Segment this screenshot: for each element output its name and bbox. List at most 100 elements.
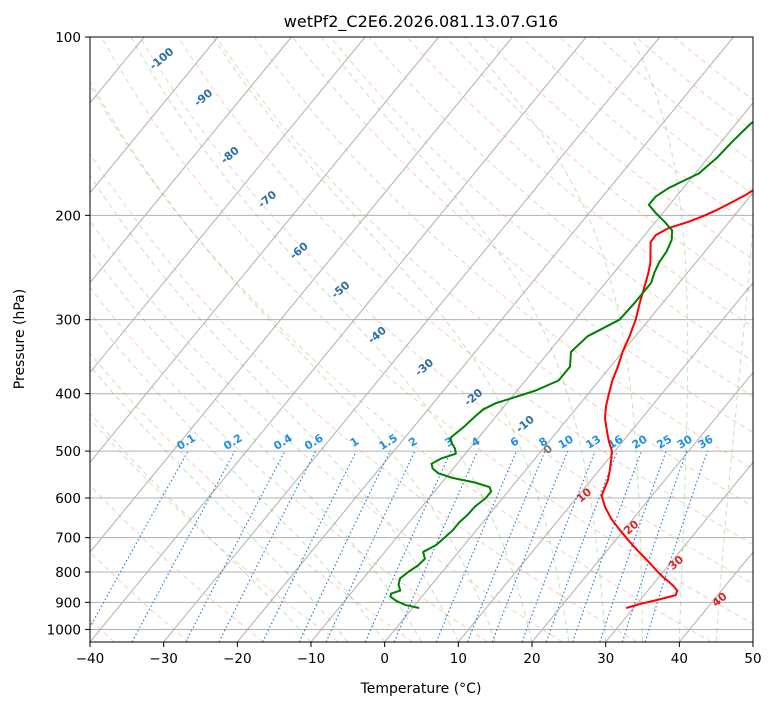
dry-adiabat — [253, 37, 753, 470]
x-tick-label: −10 — [297, 651, 326, 667]
dry-adiabat — [673, 37, 753, 101]
moist-adiabat — [631, 37, 689, 642]
x-axis-ticks: −40 −30 −20 −10 0 10 20 30 40 50 — [76, 642, 762, 667]
sounding-profiles — [389, 120, 753, 609]
mixing-ratio-label: 10 — [556, 432, 576, 451]
y-axis-label: Pressure (hPa) — [12, 289, 28, 389]
isotherm-label: -70 — [256, 188, 280, 211]
mixing-ratio-line — [521, 450, 596, 642]
dry-adiabat — [177, 37, 753, 546]
dry-adiabat — [90, 551, 190, 642]
x-tick-label: 20 — [523, 651, 540, 667]
isotherm-label: -60 — [287, 239, 311, 262]
x-tick-label: −30 — [149, 651, 178, 667]
dry-adiabat — [90, 352, 414, 642]
mixing-ratio-label: 0.6 — [302, 431, 326, 453]
mixing-ratio-line — [185, 450, 286, 642]
isotherm-line — [0, 37, 70, 642]
mixing-ratio-label: 2 — [406, 435, 419, 450]
moist-adiabat — [90, 412, 312, 642]
x-tick-label: 30 — [597, 651, 614, 667]
mixing-ratio-label: 36 — [696, 432, 716, 451]
x-tick-label: 0 — [380, 651, 389, 667]
moist-adiabat — [464, 37, 643, 642]
mixing-ratio-label: 30 — [675, 432, 695, 451]
dry-adiabat — [90, 220, 563, 642]
mixing-ratio-label: 20 — [630, 432, 650, 451]
dry-adiabat — [406, 37, 753, 328]
mixing-ratio-line — [466, 450, 546, 642]
mixing-ratio-line — [393, 450, 479, 642]
y-tick-label: 200 — [55, 208, 81, 224]
isotherm-line — [310, 102, 753, 642]
isotherm-line — [605, 461, 753, 642]
dry-adiabat — [444, 37, 753, 294]
y-tick-label: 700 — [55, 531, 81, 547]
mixing-ratio-label: 6 — [508, 434, 522, 449]
dry-adiabat — [635, 37, 753, 132]
mixing-ratio-line — [218, 450, 317, 642]
moist-adiabat — [212, 37, 570, 642]
moist-adiabat — [320, 37, 607, 642]
mixing-ratio-line — [545, 450, 618, 642]
moist-adiabat — [90, 365, 349, 642]
isotherm-label: -20 — [462, 386, 486, 409]
moist-adiabat — [90, 80, 496, 642]
x-tick-label: 50 — [744, 651, 761, 667]
mixing-ratio-label: 0.4 — [271, 431, 295, 453]
dry-adiabat — [90, 153, 638, 642]
isotherm-label: 0 — [541, 442, 555, 457]
isotherm-line — [90, 37, 366, 374]
dry-adiabat — [292, 37, 753, 433]
moist-adiabat — [90, 174, 459, 642]
isotherm-line — [90, 37, 440, 464]
dewpoint-profile — [389, 120, 753, 609]
mixing-ratio-line — [491, 450, 569, 642]
dry-adiabat — [90, 484, 264, 642]
y-tick-label: 600 — [55, 491, 81, 507]
isotherm-line — [90, 37, 513, 553]
background-lines — [0, 37, 753, 642]
plot-frame — [89, 36, 754, 643]
moist-adiabat — [130, 37, 533, 642]
dry-adiabat — [139, 37, 753, 585]
y-tick-label: 500 — [55, 444, 81, 460]
chart-title: wetPf2_C2E6.2026.081.13.07.G16 — [284, 12, 558, 32]
isotherm-line — [457, 281, 753, 642]
isotherm-label: -50 — [329, 278, 353, 301]
dry-adiabat — [559, 37, 753, 195]
mixing-ratio-line — [90, 450, 189, 629]
dry-adiabat — [90, 286, 488, 642]
mixing-ratio-label: 0.2 — [221, 431, 244, 452]
dry-adiabat — [90, 84, 712, 642]
dry-adiabat — [597, 37, 753, 163]
x-tick-label: −40 — [76, 651, 105, 667]
isotherm-label: -10 — [513, 413, 537, 436]
isotherm-line — [163, 37, 661, 642]
y-tick-label: 1000 — [47, 622, 81, 638]
y-tick-label: 300 — [55, 313, 81, 329]
isotherm-label: 10 — [574, 485, 594, 505]
mixing-ratio-line — [131, 450, 236, 642]
mixing-ratio-label: 1.5 — [377, 431, 400, 452]
x-tick-label: 10 — [450, 651, 467, 667]
isotherm-line — [90, 37, 292, 284]
y-axis-ticks: 100 200 300 400 500 600 700 800 900 1000 — [47, 30, 90, 638]
y-tick-label: 100 — [55, 30, 81, 46]
x-tick-label: 40 — [671, 651, 688, 667]
moist-adiabat — [90, 249, 422, 642]
isotherm-line — [752, 641, 753, 642]
isotherm-line — [678, 551, 753, 642]
x-tick-label: −20 — [223, 651, 252, 667]
y-tick-label: 800 — [55, 565, 81, 581]
y-tick-label: 900 — [55, 595, 81, 611]
y-tick-label: 400 — [55, 387, 81, 403]
mixing-ratio-label: 25 — [654, 433, 674, 452]
temperature-profile — [600, 188, 753, 609]
isotherm-line — [384, 192, 753, 642]
mixing-ratio-line — [621, 450, 688, 642]
isotherm-label: -100 — [147, 45, 177, 73]
isotherm-label: -30 — [413, 356, 437, 379]
mixing-ratio-line — [298, 450, 391, 642]
